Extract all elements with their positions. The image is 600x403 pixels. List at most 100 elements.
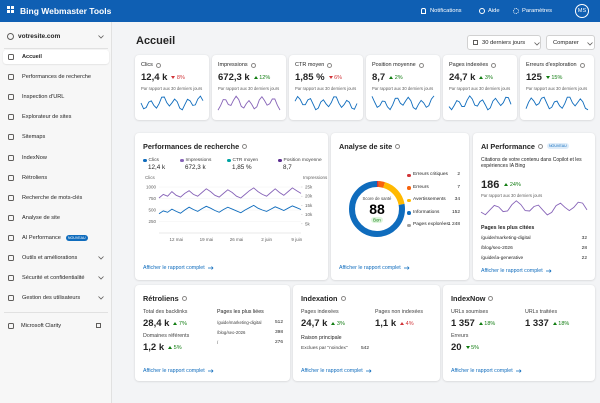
nav-item[interactable]: Inspection d'URL [3, 90, 109, 104]
change-value: 18% [558, 320, 570, 327]
report-link[interactable]: Afficher le rapport complet [481, 267, 591, 275]
report-link[interactable]: Afficher le rapport complet [301, 367, 411, 375]
change: 18% [478, 321, 495, 327]
nav-item[interactable]: Recherche de mots-clés [3, 191, 109, 205]
status-dot [407, 173, 411, 177]
y-tick-label: 250 [148, 219, 156, 224]
change: 12% [253, 75, 270, 81]
nav-label: Inspection d'URL [22, 94, 65, 101]
legend-entry: Position moyenne [278, 157, 328, 164]
nav-item[interactable]: Performances de recherche [3, 70, 109, 84]
page-count: 28 [581, 246, 587, 251]
kpi-card: Pages indexées 24,7 k 3% Par rapport aux 30… [443, 55, 517, 120]
kpi-card: CTR moyen 1,85 % 6% Par rapport aux 30 dern… [289, 55, 363, 120]
kpi-label: Clics [141, 62, 153, 68]
nav-icon [8, 174, 14, 181]
report-link-text: Afficher le rapport complet [451, 368, 513, 374]
metric-label: URLs traitées [525, 309, 558, 315]
clarity-link[interactable]: Microsoft Clarity [21, 322, 62, 329]
reason-count: 542 [361, 346, 370, 351]
status-label: Erreurs [413, 184, 429, 190]
change-value: 5% [471, 344, 480, 351]
arrow-icon [545, 269, 552, 273]
report-link[interactable]: Afficher le rapport complet [143, 367, 253, 375]
sidebar-divider [4, 312, 108, 313]
card-title: Performances de recherche [143, 141, 240, 151]
nav-item[interactable]: Sécurité et confidentialité [3, 271, 109, 285]
avatar[interactable]: MS [575, 4, 589, 18]
x-tick-label: 12 mai [169, 237, 183, 242]
compare-selector[interactable]: Comparer [546, 35, 595, 50]
nav-item[interactable]: AI Performance NOUVEAU [3, 231, 109, 245]
nav-item[interactable]: Outils et améliorations [3, 251, 109, 265]
nav-item[interactable]: Analyse de site [3, 211, 109, 225]
page-path: /blog/seo-2026 [217, 330, 246, 335]
status-dot [407, 223, 411, 227]
help-icon[interactable] [479, 7, 485, 14]
help-link[interactable]: Aide [488, 7, 500, 14]
change: 8% [171, 75, 185, 81]
top-bar: Bing Webmaster Tools Notifications Aide Par… [0, 0, 600, 22]
nav-icon [8, 114, 14, 121]
y-tick-label: 1000 [146, 185, 157, 190]
settings-link[interactable]: Paramètres [522, 7, 552, 14]
arrow-icon [403, 266, 410, 270]
page-count: 512 [274, 320, 283, 325]
nav-item[interactable]: Explorateur de sites [3, 110, 109, 124]
metric-row: 1,1 k 4% [375, 317, 455, 330]
nav-icon [8, 234, 14, 241]
legend-name: Clics [148, 158, 159, 163]
legend-value: 12,4 k [148, 164, 166, 171]
kpi-label: Impressions [218, 62, 248, 68]
y2-tick-label: 5k [305, 221, 311, 226]
change-value: 5% [173, 344, 182, 351]
kpi-value-row: 8,7 2% [372, 71, 438, 84]
kpi-title-row: Impressions [218, 61, 284, 69]
x-tick-label: 26 mai [230, 237, 244, 242]
score-label: Score de santé [363, 196, 393, 201]
nav-item[interactable]: IndexNow [3, 151, 109, 165]
notifications-link[interactable]: Notifications [430, 7, 462, 14]
sparkline [140, 95, 204, 111]
report-link[interactable]: Afficher le rapport complet [451, 367, 561, 375]
kpi-comparison: Par rapport aux 30 derniers jours [295, 86, 357, 91]
legend-entry: CTR moyen [227, 157, 277, 164]
report-link-text: Afficher le rapport complet [339, 265, 401, 271]
nav-item[interactable]: Accueil [3, 50, 109, 64]
nav-label: AI Performance [22, 234, 61, 241]
legend-dot [278, 158, 282, 163]
nav-label: Performances de recherche [22, 74, 92, 81]
metric-label: Pages indexées [301, 309, 339, 315]
kpi-value-row: 672,3 k 12% [218, 71, 284, 84]
sparkline [217, 95, 281, 111]
nav-item[interactable]: Sitemaps [3, 130, 109, 144]
change: 15% [545, 75, 562, 81]
site-selector[interactable]: votresite.com [18, 32, 61, 40]
report-link-text: Afficher le rapport complet [481, 268, 543, 274]
legend-dot [180, 158, 184, 163]
report-link[interactable]: Afficher le rapport complet [339, 264, 449, 272]
arrow [545, 269, 552, 273]
info-icon [395, 143, 401, 149]
report-link[interactable]: Afficher le rapport complet [143, 264, 253, 272]
card-title-row: Performances de recherche [143, 141, 283, 151]
trend-arrow [389, 76, 394, 79]
chevron-icon [534, 42, 540, 46]
bell-icon[interactable] [421, 8, 426, 14]
info-icon [327, 62, 333, 68]
sparkline [294, 95, 358, 111]
nav-item[interactable]: Gestion des utilisateurs [3, 291, 109, 305]
period-selector[interactable]: 30 derniers jours [467, 35, 541, 50]
legend-name: Impressions [185, 158, 212, 163]
settings-icon[interactable] [513, 7, 519, 14]
metric-row: 28,4 k 7% [143, 317, 223, 330]
metric-value: 1 357 [451, 318, 475, 329]
performance-chart: Clics Impressions 250 500 750 1000 5k 10k 15k 20k… [145, 175, 328, 242]
card-title: Indexation [301, 293, 338, 303]
logo-square [11, 6, 14, 9]
arrow [515, 369, 522, 373]
nav-item[interactable]: Rétroliens [3, 171, 109, 185]
nav-label: Gestion des utilisateurs [22, 295, 81, 302]
x-tick-label: 2 juin [261, 237, 272, 242]
